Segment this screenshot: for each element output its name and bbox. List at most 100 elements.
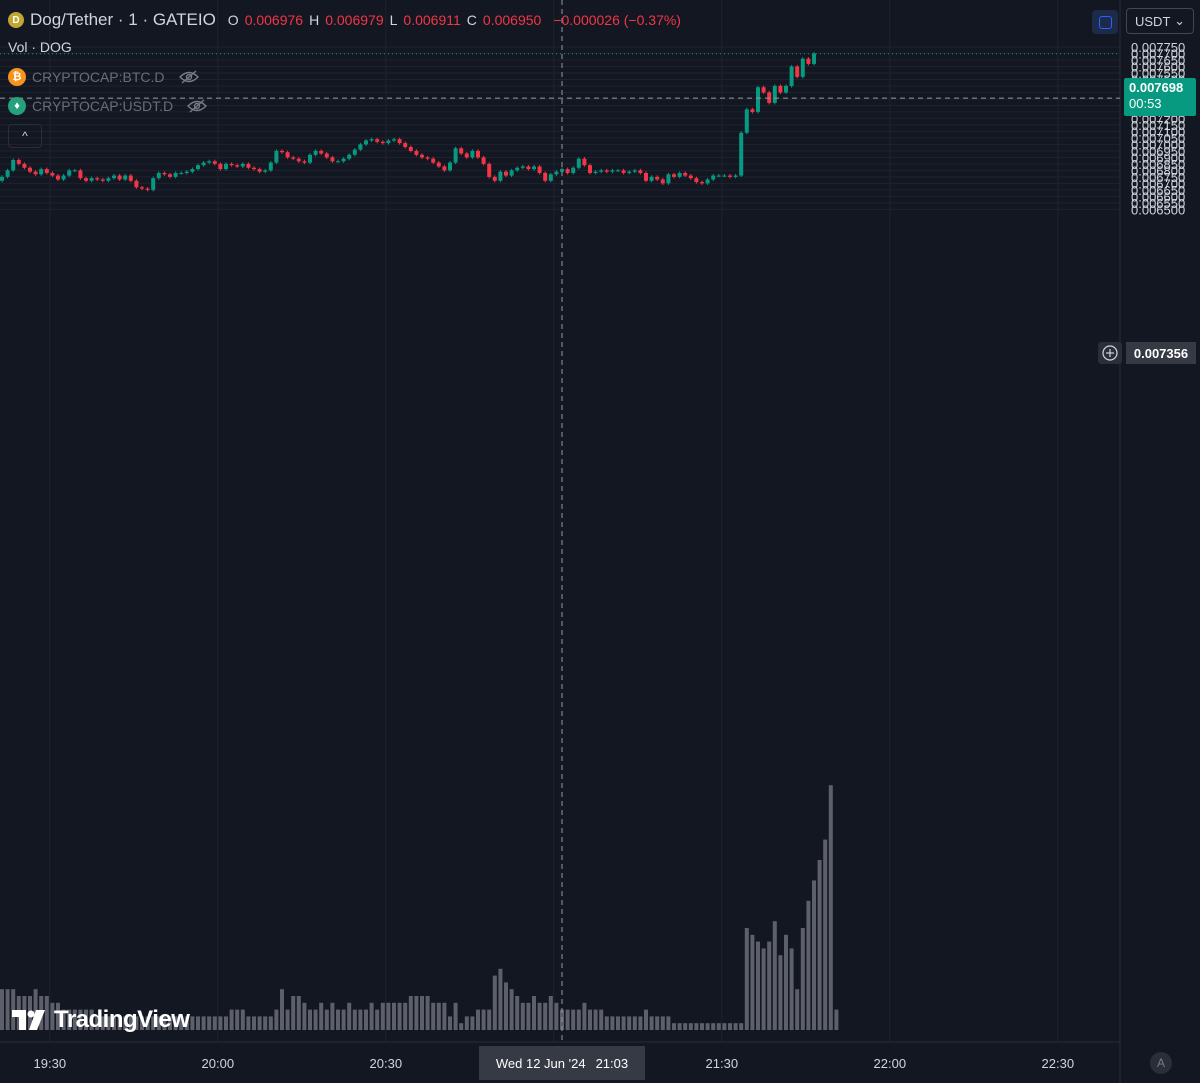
volume-bar (627, 1016, 632, 1030)
volume-bar (414, 996, 419, 1030)
eye-hidden-icon[interactable] (178, 70, 199, 84)
candle-body (459, 148, 464, 154)
price-tick-label: 0.007700 (1131, 46, 1185, 61)
candle-body (285, 152, 290, 158)
currency-select[interactable]: USDT ⌄ (1126, 8, 1194, 34)
candle-body (431, 158, 436, 163)
volume-bar (190, 1016, 195, 1030)
candle-body (610, 170, 615, 172)
volume-bar (224, 1016, 228, 1030)
volume-bar (655, 1016, 660, 1030)
volume-bar (280, 989, 284, 1030)
price-tick-label: 0.006650 (1131, 183, 1185, 198)
price-tick-label: 0.007050 (1131, 131, 1185, 146)
volume-bar (78, 1009, 83, 1030)
candle-body (453, 148, 458, 163)
candle-body (812, 53, 816, 64)
volume-bar (403, 1002, 408, 1030)
volume-bar (50, 1002, 55, 1030)
candle-body (739, 132, 744, 176)
eye-hidden-icon[interactable] (187, 99, 208, 113)
candle-body (644, 172, 648, 181)
volume-bar (728, 1023, 732, 1030)
candle-body (341, 158, 346, 162)
candle-body (604, 170, 609, 172)
volume-bar (532, 996, 536, 1030)
candle-body (672, 174, 676, 177)
candle-body (151, 178, 156, 190)
price-tick-label: 0.006700 (1131, 176, 1185, 191)
candle-body (274, 150, 279, 163)
add-alert-plus-icon[interactable] (1098, 342, 1122, 364)
volume-bar (420, 996, 424, 1030)
candle-body (386, 140, 391, 144)
time-tick-label: 20:00 (202, 1056, 235, 1071)
candle-body (207, 161, 212, 163)
time-tick-label: 22:00 (874, 1056, 907, 1071)
volume-bar (520, 1002, 525, 1030)
volume-bar (672, 1023, 676, 1030)
volume-bar (621, 1016, 626, 1030)
logo-text: TradingView (54, 1006, 190, 1033)
candle-body (576, 158, 581, 168)
price-axis[interactable]: 0.0077500.0077000.0076500.0076000.007550… (1131, 40, 1185, 217)
candle-body (95, 178, 100, 180)
volume-bar (347, 1002, 352, 1030)
volume-bar (330, 1002, 335, 1030)
candle-body (0, 176, 4, 181)
candle-body (442, 166, 447, 171)
collapse-legend-button[interactable]: ^ (8, 124, 42, 148)
candle-body (487, 163, 492, 177)
candle-body (347, 154, 352, 159)
volume-bar (537, 1002, 542, 1030)
compare-symbol-button[interactable] (1092, 10, 1118, 34)
volume-bar (207, 1016, 212, 1030)
candle-body (246, 163, 251, 168)
candle-body (268, 162, 273, 171)
candle-body (179, 172, 184, 174)
volume-bar (268, 1016, 273, 1030)
volume-bar (716, 1023, 721, 1030)
volume-bar (291, 996, 296, 1030)
candle-body (733, 175, 738, 177)
volume-bar (526, 1002, 531, 1030)
volume-bar (392, 1002, 396, 1030)
volume-bar (123, 1016, 128, 1030)
volume-bar (369, 1002, 374, 1030)
volume-bar (823, 839, 828, 1030)
indicator-label: CRYPTOCAP:USDT.D (32, 98, 174, 114)
candle-body (145, 188, 150, 190)
candle-body (778, 85, 783, 93)
candle-body (543, 172, 548, 181)
dog-coin-icon: D (8, 12, 24, 28)
chart-overlays (0, 0, 1120, 1042)
auto-scale-button[interactable]: A (1150, 1052, 1172, 1074)
candle-body (16, 159, 21, 164)
volume-bar (817, 860, 822, 1030)
price-tick-label: 0.007000 (1131, 137, 1185, 152)
volume-legend[interactable]: Vol · DOG (8, 39, 72, 55)
volume-bar (744, 928, 749, 1030)
candle-body (173, 172, 178, 177)
price-tick-label: 0.007550 (1131, 66, 1185, 81)
candle-body (302, 161, 307, 163)
indicator-btc-dominance[interactable]: ₿ CRYPTOCAP:BTC.D (8, 66, 199, 88)
tradingview-logo[interactable]: TradingView (12, 1006, 190, 1034)
last-price-label: 0.007698 00:53 (1124, 78, 1196, 116)
high-label: H (309, 12, 320, 28)
volume-bar (173, 1016, 178, 1030)
volume-bar (504, 982, 508, 1030)
candle-body (767, 92, 772, 103)
volume-bar (151, 1016, 156, 1030)
volume-bar (67, 1009, 72, 1030)
candle-body (436, 162, 441, 167)
candle-body (106, 178, 111, 181)
volume-bar (756, 941, 760, 1030)
symbol-title[interactable]: Dog/Tether · 1 · GATEIO (30, 10, 216, 29)
candle-body (677, 172, 682, 177)
time-axis[interactable]: 19:30 20:00 20:30 21:30 22:00 22:30 (34, 1056, 1075, 1071)
candle-body (201, 162, 206, 166)
crosshair-time-label: Wed 12 Jun '24 21:03 (479, 1046, 645, 1080)
indicator-usdt-dominance[interactable]: ♦ CRYPTOCAP:USDT.D (8, 95, 208, 117)
